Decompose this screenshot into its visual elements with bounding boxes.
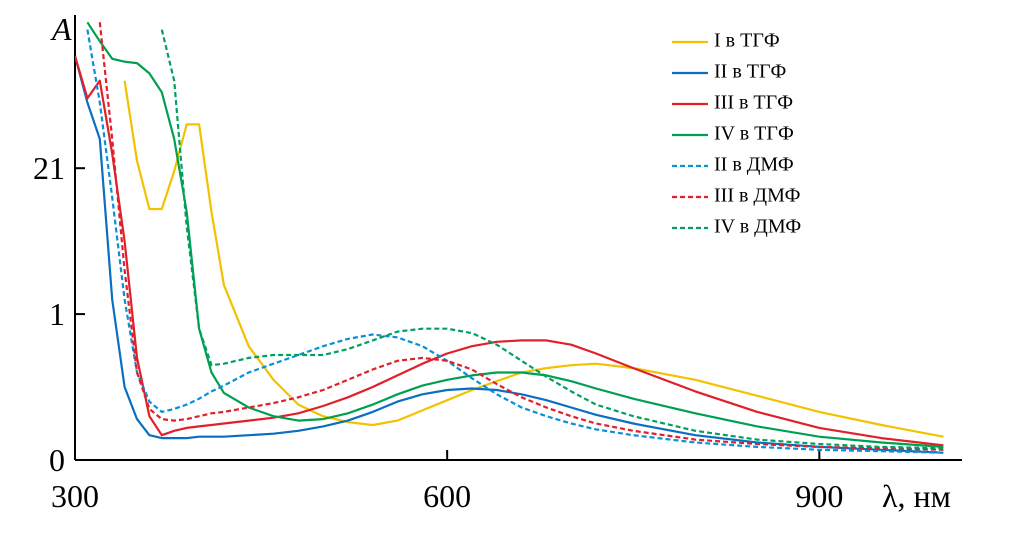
legend-label: II в ТГФ (714, 61, 786, 83)
series-line (86, 21, 944, 448)
x-tick-label: 600 (423, 478, 471, 514)
y-tick-label: 21 (33, 150, 65, 186)
legend-label: IV в ДМФ (714, 216, 801, 238)
series-line (160, 29, 944, 450)
plot (75, 21, 944, 454)
series-line (75, 55, 944, 447)
y-axis-label: A (50, 11, 72, 47)
legend-label: II в ДМФ (714, 154, 794, 176)
legend-label: III в ТГФ (714, 92, 793, 114)
series-line (123, 80, 944, 438)
legend-label: IV в ТГФ (714, 123, 794, 145)
x-axis-label: λ, нм (882, 478, 951, 514)
series-line (86, 29, 944, 454)
series-line (75, 55, 944, 454)
y-tick-label: 1 (49, 296, 65, 332)
y-tick-label: 0 (49, 442, 65, 478)
series-line (98, 22, 944, 451)
x-tick-label: 300 (51, 478, 99, 514)
x-tick-label: 900 (795, 478, 843, 514)
legend-label: I в ТГФ (714, 30, 780, 52)
legend-label: III в ДМФ (714, 185, 800, 207)
